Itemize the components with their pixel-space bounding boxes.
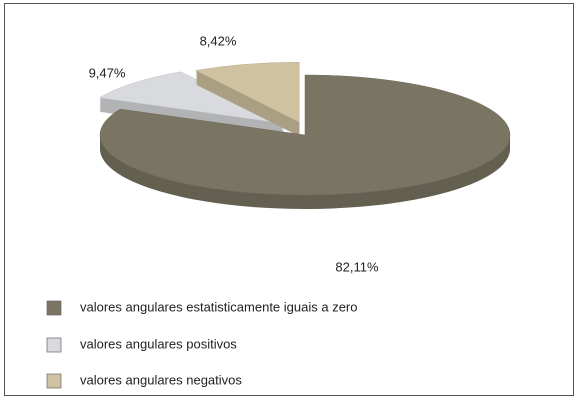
legend-swatch bbox=[46, 337, 62, 353]
slice bbox=[98, 71, 285, 124]
slice bbox=[194, 62, 300, 123]
legend-swatch bbox=[46, 300, 62, 316]
data-label: 82,11% bbox=[335, 259, 379, 274]
slice bbox=[99, 74, 511, 196]
data-label: 8,42% bbox=[200, 33, 237, 48]
legend-label: valores angulares negativos bbox=[80, 372, 242, 387]
legend-label: valores angulares estatisticamente iguai… bbox=[80, 299, 357, 314]
legend-swatch bbox=[46, 373, 62, 389]
data-label: 9,47% bbox=[89, 65, 126, 80]
legend-label: valores angulares positivos bbox=[80, 336, 237, 351]
